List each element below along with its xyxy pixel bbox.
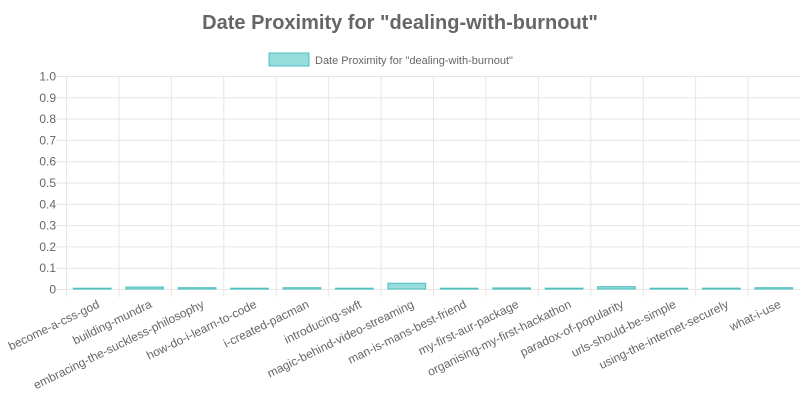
y-tick-label: 0.6 bbox=[39, 155, 56, 169]
legend[interactable]: Date Proximity for "dealing-with-burnout… bbox=[268, 52, 513, 67]
y-tick-label: 0.2 bbox=[39, 240, 56, 254]
x-tick-label: become-a-css-god bbox=[6, 297, 101, 353]
bar[interactable] bbox=[282, 287, 322, 290]
bar[interactable] bbox=[439, 287, 479, 290]
y-tick-label: 0.9 bbox=[39, 91, 56, 105]
y-tick-label: 0.8 bbox=[39, 112, 56, 126]
chart-title: Date Proximity for "dealing-with-burnout… bbox=[202, 12, 598, 34]
legend-swatch bbox=[268, 52, 310, 67]
bar[interactable] bbox=[125, 286, 165, 290]
y-tick-label: 0 bbox=[49, 283, 56, 297]
x-tick-label: what-i-use bbox=[726, 297, 783, 334]
bar[interactable] bbox=[492, 287, 532, 290]
y-tick-label: 0.1 bbox=[39, 261, 56, 275]
bars bbox=[72, 282, 794, 290]
y-tick-label: 0.5 bbox=[39, 176, 56, 190]
bar[interactable] bbox=[334, 287, 374, 290]
bar[interactable] bbox=[72, 287, 112, 290]
bar[interactable] bbox=[597, 286, 636, 290]
y-tick-label: 0.3 bbox=[39, 219, 56, 233]
y-tick-label: 0.4 bbox=[39, 197, 56, 211]
bar[interactable] bbox=[230, 287, 269, 290]
y-tick-label: 0.7 bbox=[39, 133, 56, 147]
bar[interactable] bbox=[701, 287, 741, 290]
y-tick-label: 1.0 bbox=[39, 70, 56, 84]
grid-lines bbox=[56, 76, 800, 297]
x-axis: become-a-css-godbuilding-mundraembracing… bbox=[6, 297, 783, 392]
bar[interactable] bbox=[754, 287, 794, 290]
bar[interactable] bbox=[177, 287, 217, 290]
legend-label: Date Proximity for "dealing-with-burnout… bbox=[315, 55, 513, 67]
bar[interactable] bbox=[649, 287, 689, 290]
bar[interactable] bbox=[387, 282, 427, 290]
bar[interactable] bbox=[544, 287, 584, 290]
y-axis: 0 0.1 0.2 0.3 0.4 0.5 0.6 0.7 0.8 0.9 1.0 bbox=[39, 70, 56, 297]
